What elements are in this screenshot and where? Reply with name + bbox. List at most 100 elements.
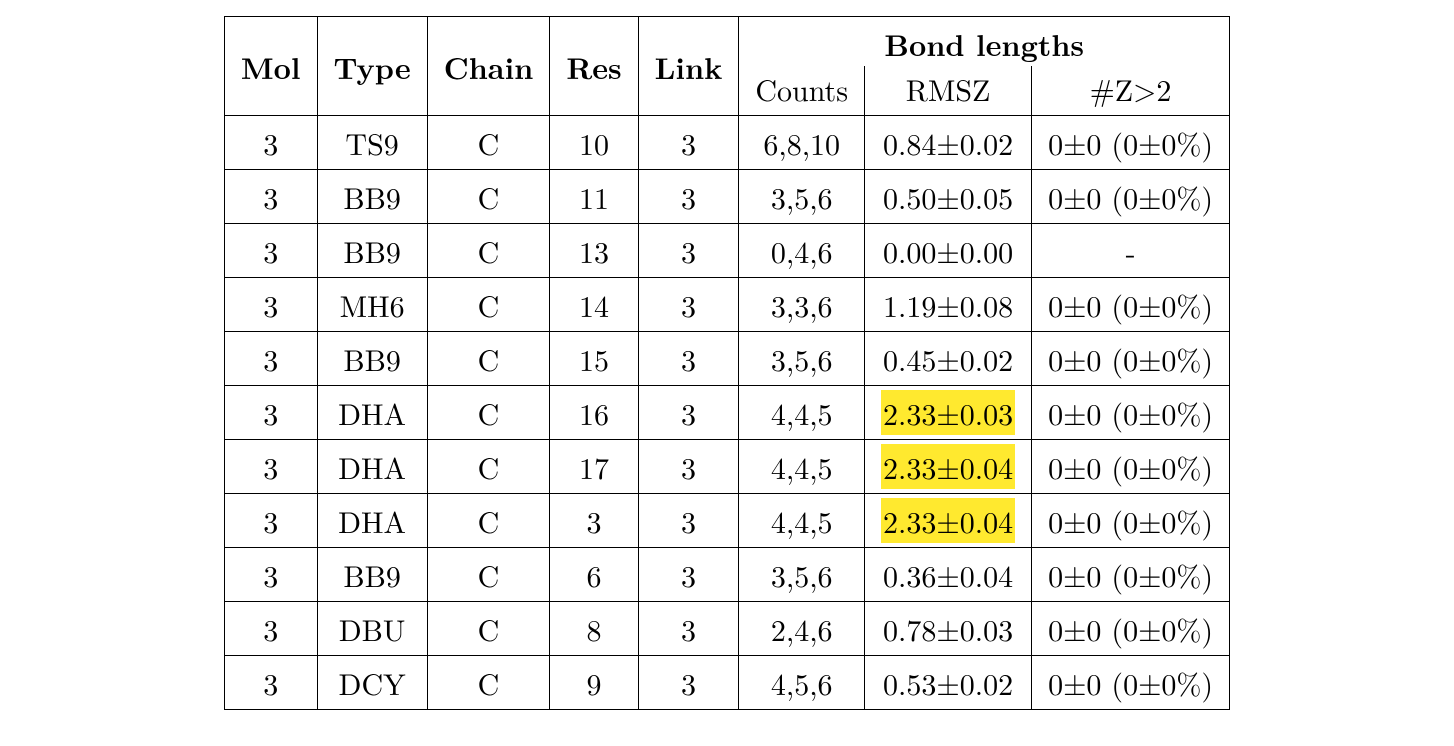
cell-res: 11 — [550, 170, 638, 224]
cell-link: 3 — [638, 224, 739, 278]
cell-chain: C — [427, 332, 550, 386]
col-header-link: Link — [638, 17, 739, 116]
cell-chain: C — [427, 278, 550, 332]
cell-z2: 0±0 (0±0%) — [1032, 278, 1230, 332]
highlighted-value: 2.33±0.03 — [881, 390, 1015, 435]
cell-link: 3 — [638, 116, 739, 170]
cell-counts: 6,8,10 — [739, 116, 865, 170]
cell-rmsz: 0.36±0.04 — [865, 548, 1032, 602]
cell-rmsz: 2.33±0.04 — [865, 494, 1032, 548]
cell-res: 14 — [550, 278, 638, 332]
cell-link: 3 — [638, 656, 739, 710]
cell-rmsz: 0.53±0.02 — [865, 656, 1032, 710]
cell-link: 3 — [638, 602, 739, 656]
cell-z2: 0±0 (0±0%) — [1032, 440, 1230, 494]
cell-rmsz: 2.33±0.04 — [865, 440, 1032, 494]
cell-counts: 4,4,5 — [739, 386, 865, 440]
cell-mol: 3 — [224, 656, 317, 710]
cell-link: 3 — [638, 278, 739, 332]
col-header-type: Type — [317, 17, 427, 116]
cell-z2: 0±0 (0±0%) — [1032, 494, 1230, 548]
cell-res: 15 — [550, 332, 638, 386]
cell-mol: 3 — [224, 548, 317, 602]
cell-z2: 0±0 (0±0%) — [1032, 602, 1230, 656]
cell-res: 16 — [550, 386, 638, 440]
col-header-res: Res — [550, 17, 638, 116]
cell-rmsz: 0.78±0.03 — [865, 602, 1032, 656]
col-header-rmsz: RMSZ — [865, 66, 1032, 116]
table-row: 3DHAC1734,4,52.33±0.040±0 (0±0%) — [224, 440, 1229, 494]
cell-counts: 4,4,5 — [739, 494, 865, 548]
cell-type: DBU — [317, 602, 427, 656]
cell-type: BB9 — [317, 224, 427, 278]
cell-z2: 0±0 (0±0%) — [1032, 656, 1230, 710]
cell-counts: 4,4,5 — [739, 440, 865, 494]
table-row: 3BB9C1533,5,60.45±0.020±0 (0±0%) — [224, 332, 1229, 386]
cell-rmsz: 0.45±0.02 — [865, 332, 1032, 386]
col-header-mol: Mol — [224, 17, 317, 116]
table-row: 3DHAC1634,4,52.33±0.030±0 (0±0%) — [224, 386, 1229, 440]
cell-counts: 4,5,6 — [739, 656, 865, 710]
cell-rmsz: 0.84±0.02 — [865, 116, 1032, 170]
table-row: 3BB9C633,5,60.36±0.040±0 (0±0%) — [224, 548, 1229, 602]
cell-z2: 0±0 (0±0%) — [1032, 170, 1230, 224]
cell-res: 13 — [550, 224, 638, 278]
cell-rmsz: 2.33±0.03 — [865, 386, 1032, 440]
cell-chain: C — [427, 386, 550, 440]
cell-res: 9 — [550, 656, 638, 710]
cell-res: 17 — [550, 440, 638, 494]
col-header-counts: Counts — [739, 66, 865, 116]
cell-link: 3 — [638, 548, 739, 602]
cell-mol: 3 — [224, 602, 317, 656]
cell-chain: C — [427, 494, 550, 548]
table-row: 3BB9C1330,4,60.00±0.00- — [224, 224, 1229, 278]
cell-counts: 3,5,6 — [739, 170, 865, 224]
cell-type: MH6 — [317, 278, 427, 332]
cell-chain: C — [427, 548, 550, 602]
cell-type: DHA — [317, 440, 427, 494]
cell-type: BB9 — [317, 170, 427, 224]
cell-mol: 3 — [224, 170, 317, 224]
cell-chain: C — [427, 602, 550, 656]
cell-rmsz: 1.19±0.08 — [865, 278, 1032, 332]
cell-mol: 3 — [224, 278, 317, 332]
table-row: 3DCYC934,5,60.53±0.020±0 (0±0%) — [224, 656, 1229, 710]
col-header-chain: Chain — [427, 17, 550, 116]
cell-link: 3 — [638, 386, 739, 440]
cell-link: 3 — [638, 440, 739, 494]
bond-lengths-table: Mol Type Chain Res Link Bond lengths Cou… — [224, 16, 1230, 710]
cell-link: 3 — [638, 170, 739, 224]
cell-res: 8 — [550, 602, 638, 656]
cell-counts: 3,5,6 — [739, 332, 865, 386]
table-row: 3DHAC334,4,52.33±0.040±0 (0±0%) — [224, 494, 1229, 548]
cell-chain: C — [427, 656, 550, 710]
cell-mol: 3 — [224, 116, 317, 170]
cell-counts: 3,3,6 — [739, 278, 865, 332]
cell-z2: 0±0 (0±0%) — [1032, 548, 1230, 602]
table-row: 3BB9C1133,5,60.50±0.050±0 (0±0%) — [224, 170, 1229, 224]
cell-z2: 0±0 (0±0%) — [1032, 386, 1230, 440]
header-row-1: Mol Type Chain Res Link Bond lengths — [224, 17, 1229, 67]
table-row: 3TS9C1036,8,100.84±0.020±0 (0±0%) — [224, 116, 1229, 170]
cell-rmsz: 0.00±0.00 — [865, 224, 1032, 278]
cell-link: 3 — [638, 332, 739, 386]
cell-counts: 3,5,6 — [739, 548, 865, 602]
cell-counts: 2,4,6 — [739, 602, 865, 656]
col-header-group-bondlengths: Bond lengths — [739, 17, 1230, 67]
highlighted-value: 2.33±0.04 — [881, 444, 1015, 489]
cell-chain: C — [427, 170, 550, 224]
cell-type: TS9 — [317, 116, 427, 170]
table-row: 3DBUC832,4,60.78±0.030±0 (0±0%) — [224, 602, 1229, 656]
cell-res: 10 — [550, 116, 638, 170]
cell-counts: 0,4,6 — [739, 224, 865, 278]
cell-type: DCY — [317, 656, 427, 710]
cell-res: 6 — [550, 548, 638, 602]
table-row: 3MH6C1433,3,61.19±0.080±0 (0±0%) — [224, 278, 1229, 332]
cell-type: BB9 — [317, 332, 427, 386]
cell-z2: - — [1032, 224, 1230, 278]
table-body: 3TS9C1036,8,100.84±0.020±0 (0±0%)3BB9C11… — [224, 116, 1229, 710]
cell-z2: 0±0 (0±0%) — [1032, 116, 1230, 170]
cell-z2: 0±0 (0±0%) — [1032, 332, 1230, 386]
cell-mol: 3 — [224, 386, 317, 440]
cell-chain: C — [427, 224, 550, 278]
